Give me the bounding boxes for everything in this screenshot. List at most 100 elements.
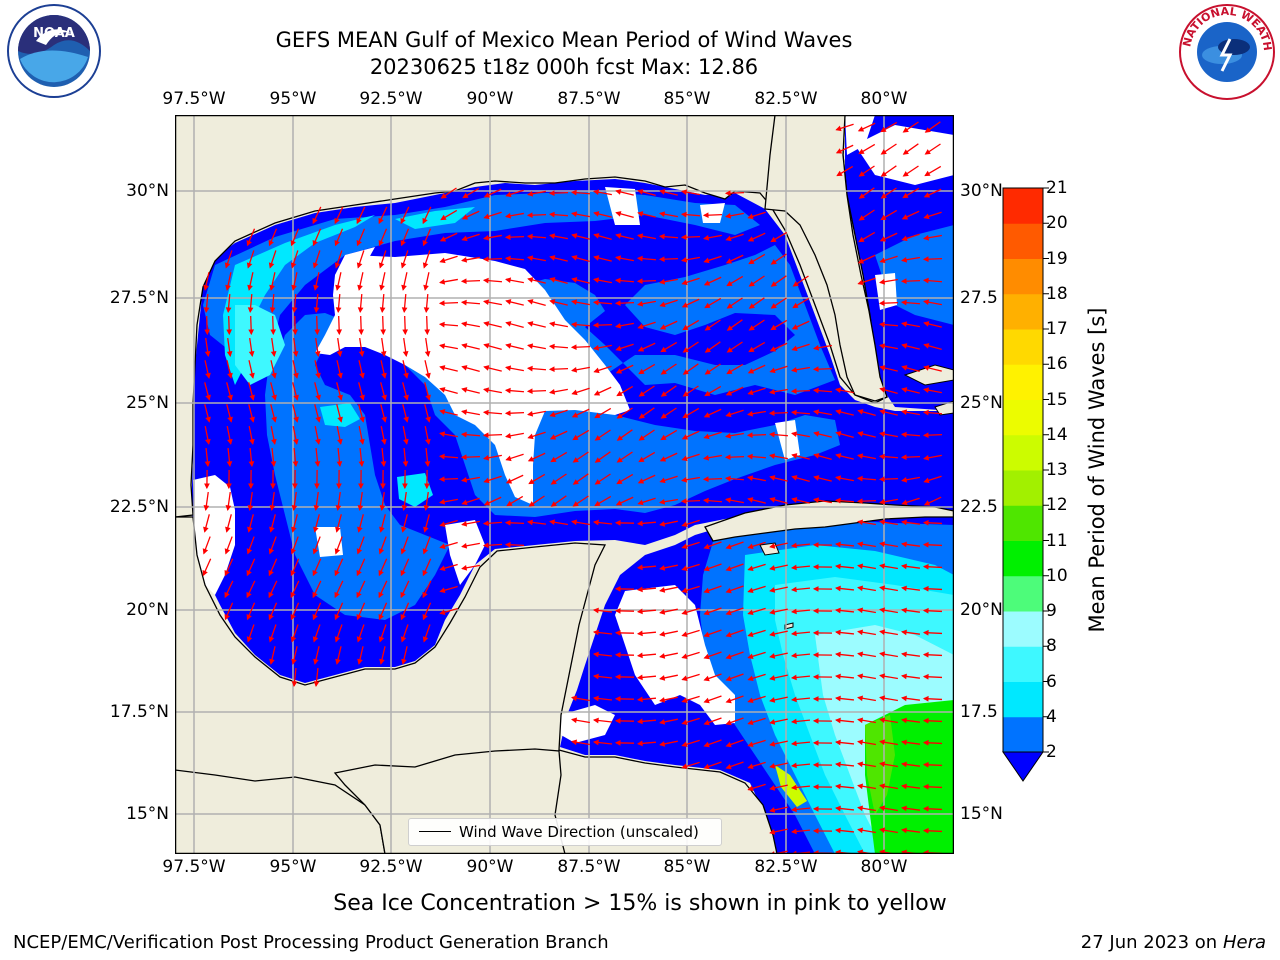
lat-label-left: 30°N bbox=[126, 181, 169, 201]
wave-arrow-head bbox=[291, 681, 298, 688]
wave-arrow-head bbox=[312, 613, 318, 621]
wave-arrow-head bbox=[924, 170, 931, 177]
wave-arrow-head bbox=[659, 521, 666, 527]
wave-arrow-head bbox=[790, 806, 797, 813]
wave-arrow-head bbox=[246, 240, 252, 247]
wave-arrow-head bbox=[594, 412, 601, 419]
wave-arrow-head bbox=[659, 324, 667, 330]
wave-arrow-head bbox=[571, 717, 578, 724]
wave-arrow-head bbox=[725, 587, 732, 594]
wave-arrow-head bbox=[483, 500, 491, 506]
wave-arrow-head bbox=[880, 171, 887, 177]
wave-arrow-head bbox=[380, 329, 387, 336]
wave-arrow-head bbox=[482, 542, 489, 549]
date-text: 27 Jun 2023 on bbox=[1080, 932, 1218, 953]
wave-arrow-head bbox=[791, 324, 799, 330]
wave-arrow-head bbox=[636, 608, 643, 615]
wave-arrow-head bbox=[924, 127, 931, 133]
wave-arrow-head bbox=[681, 543, 688, 550]
wave-arrow-head bbox=[291, 526, 297, 533]
wave-arrow-head bbox=[334, 569, 340, 577]
colorbar-tick-label: 8 bbox=[1046, 636, 1057, 657]
wave-arrow-head bbox=[439, 387, 446, 393]
calm-area-yucatan-channel bbox=[615, 585, 735, 725]
land-cuba bbox=[704, 500, 954, 542]
wave-arrow-head bbox=[835, 148, 843, 154]
wave-arrow-head bbox=[747, 587, 754, 594]
wave-arrow-head bbox=[314, 483, 320, 490]
wave-arrow-head bbox=[527, 299, 534, 305]
calm-area-keys bbox=[775, 420, 800, 460]
wave-arrow-head bbox=[879, 695, 886, 702]
wave-arrow-head bbox=[249, 438, 255, 445]
wave-arrow-head bbox=[504, 387, 511, 394]
wave-arrow-head bbox=[637, 478, 645, 484]
wave-arrow-head bbox=[726, 303, 733, 309]
wave-arrow-head bbox=[248, 351, 255, 357]
wave-arrow-head bbox=[314, 329, 321, 336]
wave-arrow-head bbox=[439, 278, 446, 285]
wave-arrow-head bbox=[834, 717, 841, 724]
wave-arrow-head bbox=[747, 609, 754, 616]
wave-arrow-head bbox=[900, 541, 907, 548]
wave-arrow-head bbox=[505, 277, 512, 284]
wave-arrow-head bbox=[681, 631, 688, 638]
wave-arrow-head bbox=[614, 674, 621, 680]
wave-arrow-head bbox=[812, 784, 819, 790]
wave-arrow-head bbox=[900, 805, 907, 812]
wave-arrow-head bbox=[378, 613, 384, 621]
wave-arrow-head bbox=[291, 658, 297, 665]
wave-arrow-head bbox=[834, 629, 841, 636]
wave-arrow-head bbox=[592, 519, 599, 526]
wave-arrow-head bbox=[270, 351, 277, 357]
wave-arrow-head bbox=[681, 675, 688, 682]
wave-arrow-head bbox=[636, 696, 643, 703]
wave-arrow-head bbox=[248, 483, 254, 490]
wave-arrow-head bbox=[704, 369, 711, 375]
wave-arrow-head bbox=[922, 695, 929, 702]
wave-arrow-head bbox=[526, 233, 533, 240]
colorbar-tick-label: 9 bbox=[1046, 601, 1057, 621]
wave-arrow-head bbox=[334, 636, 341, 643]
wave-arrow-head bbox=[246, 636, 253, 643]
lon-label-bottom: 85°W bbox=[663, 857, 711, 877]
calm-area-yucatan bbox=[560, 705, 615, 743]
wave-arrow-head bbox=[312, 240, 318, 247]
wave-arrow-head bbox=[922, 607, 929, 614]
wave-arrow-head bbox=[769, 497, 776, 503]
wave-arrow-head bbox=[747, 410, 754, 417]
wave-arrow-head bbox=[293, 438, 299, 445]
colorbar-tick-label: 6 bbox=[1046, 671, 1057, 692]
wave-arrow-head bbox=[246, 569, 252, 577]
wave-arrow-head bbox=[290, 636, 297, 643]
wave-arrow-head bbox=[900, 607, 907, 614]
wave-arrow-head bbox=[922, 519, 929, 526]
wave-arrow-head bbox=[638, 435, 645, 441]
wave-arrow-head bbox=[592, 651, 599, 658]
wave-arrow-head bbox=[203, 505, 210, 512]
wave-arrow-head bbox=[725, 763, 732, 770]
wave-arrow-head bbox=[703, 454, 710, 461]
wave-arrow-head bbox=[747, 368, 755, 374]
wave-arrow-head bbox=[748, 325, 755, 331]
wave-arrow-head bbox=[836, 170, 843, 177]
wave-arrow-head bbox=[505, 455, 512, 462]
wave-arrow-head bbox=[770, 324, 777, 331]
wave-arrow-head bbox=[313, 307, 320, 314]
wave-arrow-head bbox=[403, 416, 409, 423]
wave-arrow-head bbox=[682, 369, 689, 375]
wave-arrow-head bbox=[379, 284, 385, 291]
wave-arrow-head bbox=[337, 372, 343, 379]
wave-arrow-head bbox=[246, 591, 252, 599]
colorbar-swatch bbox=[1003, 434, 1043, 471]
wave-arrow-head bbox=[269, 307, 276, 314]
wave-arrow-head bbox=[358, 351, 365, 357]
wave-arrow-head bbox=[923, 321, 930, 327]
wave-arrow-head bbox=[614, 277, 621, 284]
wave-arrow-head bbox=[356, 636, 363, 643]
wave-arrow-head bbox=[900, 827, 907, 834]
wave-arrow-head bbox=[423, 284, 429, 291]
wave-arrow-head bbox=[440, 193, 447, 199]
wave-arrow-head bbox=[768, 410, 775, 417]
wave-arrow-head bbox=[425, 372, 431, 379]
